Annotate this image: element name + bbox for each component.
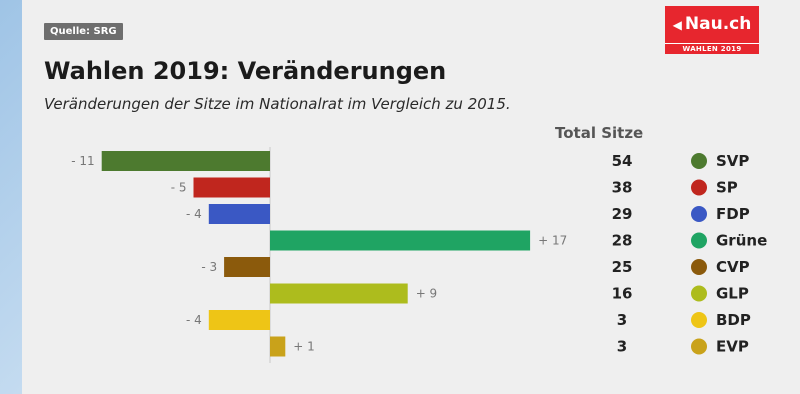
- total-seats-svp: 54: [612, 152, 633, 170]
- party-name-bdp: BDP: [716, 311, 751, 329]
- value-label-gruene: + 17: [538, 234, 567, 248]
- party-name-sp: SP: [716, 179, 738, 197]
- value-label-bdp: - 4: [186, 313, 202, 327]
- logo-name: Nau.ch: [684, 14, 752, 34]
- legend-dot-glp: [691, 285, 707, 302]
- value-label-glp: + 9: [416, 287, 438, 301]
- total-seats-glp: 16: [612, 285, 633, 303]
- chart-card: [22, 0, 800, 394]
- total-seats-evp: 3: [617, 338, 627, 356]
- logo-subtitle: WAHLEN 2019: [682, 45, 742, 53]
- total-seats-sp: 38: [612, 179, 633, 197]
- bar-cvp: [224, 257, 270, 277]
- total-seats-fdp: 29: [612, 205, 633, 223]
- bar-svp: [101, 151, 270, 171]
- value-label-cvp: - 3: [201, 260, 217, 274]
- chart-subtitle: Veränderungen der Sitze im Nationalrat i…: [44, 95, 511, 113]
- chart-title: Wahlen 2019: Veränderungen: [44, 57, 447, 85]
- party-name-glp: GLP: [716, 285, 749, 303]
- party-name-cvp: CVP: [716, 258, 750, 276]
- legend-dot-gruene: [691, 232, 707, 249]
- total-seats-header: Total Sitze: [555, 124, 644, 142]
- bar-fdp: [208, 204, 270, 224]
- logo-divider: [665, 43, 759, 44]
- total-seats-gruene: 28: [612, 232, 633, 250]
- value-label-evp: + 1: [293, 340, 315, 354]
- bar-gruene: [270, 230, 531, 251]
- total-seats-cvp: 25: [612, 258, 633, 276]
- bar-evp: [270, 336, 286, 357]
- party-name-fdp: FDP: [716, 205, 750, 223]
- party-name-evp: EVP: [716, 338, 749, 356]
- value-label-sp: - 5: [171, 181, 187, 195]
- legend-dot-evp: [691, 338, 707, 355]
- party-name-gruene: Grüne: [716, 232, 767, 250]
- total-seats-bdp: 3: [617, 311, 627, 329]
- value-label-svp: - 11: [71, 154, 94, 168]
- nau-logo: ◀ Nau.ch WAHLEN 2019: [665, 6, 759, 54]
- source-tag: Quelle: SRG: [44, 23, 123, 40]
- bar-sp: [193, 177, 270, 198]
- bar-bdp: [208, 310, 270, 330]
- bar-glp: [270, 283, 408, 304]
- value-label-fdp: - 4: [186, 207, 202, 221]
- legend-dot-fdp: [691, 206, 707, 222]
- legend-dot-cvp: [691, 259, 707, 275]
- legend-dot-svp: [691, 153, 707, 169]
- send-arrow-icon: ◀: [672, 18, 682, 32]
- legend-dot-bdp: [691, 312, 707, 328]
- party-name-svp: SVP: [716, 152, 749, 170]
- legend-dot-sp: [691, 179, 707, 196]
